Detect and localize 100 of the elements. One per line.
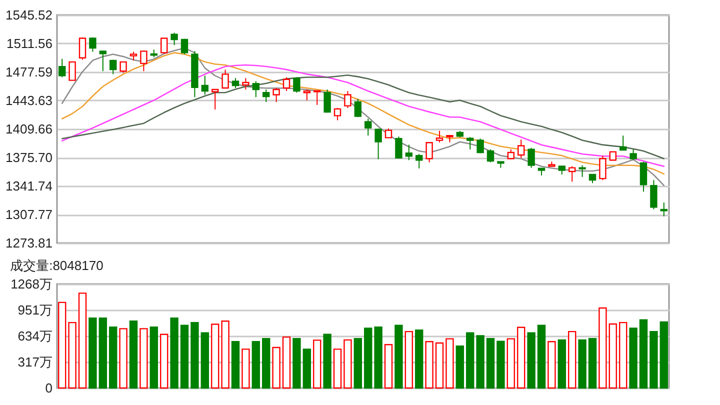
- y-tick-label: 0: [45, 380, 52, 396]
- y-tick-label: 317万: [18, 354, 52, 370]
- candlestick: [354, 98, 362, 118]
- bar: [68, 322, 76, 389]
- candlestick: [314, 90, 321, 106]
- candlestick: [242, 78, 250, 90]
- bar: [374, 326, 382, 389]
- bar: [650, 330, 658, 389]
- y-tick-label: 1477.59: [6, 64, 52, 80]
- bar: [313, 340, 322, 389]
- candlestick: [395, 136, 402, 160]
- bar: [527, 332, 536, 389]
- bar: [190, 322, 199, 389]
- candlestick: [660, 202, 668, 217]
- bar: [537, 324, 546, 389]
- bar: [506, 338, 515, 389]
- bar: [548, 341, 556, 389]
- candlestick: [324, 89, 331, 114]
- candlestick: [272, 88, 280, 103]
- candlestick: [110, 59, 117, 75]
- candlestick: [170, 32, 178, 46]
- candlestick: [212, 88, 219, 110]
- bar: [323, 334, 332, 389]
- candlestick: [426, 142, 433, 163]
- bar: [496, 340, 505, 389]
- bar: [221, 320, 230, 389]
- candlestick: [436, 130, 444, 143]
- bar: [98, 318, 107, 389]
- y-tick-label: 634万: [18, 328, 52, 344]
- candlestick: [578, 164, 586, 178]
- bar: [302, 348, 311, 389]
- candlestick: [232, 78, 240, 89]
- bar: [170, 318, 178, 389]
- bar: [262, 338, 270, 389]
- line-series: [61, 74, 665, 160]
- y-tick-label: 1268万: [10, 276, 52, 292]
- bar: [384, 344, 393, 389]
- bar: [476, 335, 484, 389]
- candlestick: [568, 166, 576, 182]
- candlestick: [282, 76, 290, 92]
- y-tick-label: 1341.74: [6, 178, 52, 194]
- candlestick: [68, 61, 76, 81]
- candlestick: [78, 36, 86, 60]
- candlestick: [650, 180, 658, 210]
- y-tick-label: 1307.77: [6, 207, 52, 222]
- candlestick: [58, 58, 66, 78]
- bar: [200, 332, 209, 389]
- y-tick-label: 1443.63: [6, 93, 52, 108]
- bar: [639, 319, 648, 389]
- candlestick: [201, 75, 208, 96]
- bar: [231, 341, 240, 389]
- candlestick: [364, 118, 372, 136]
- bar: [150, 326, 158, 389]
- candlestick: [99, 50, 106, 72]
- bar: [88, 318, 97, 389]
- bar: [119, 328, 128, 389]
- bar: [242, 348, 250, 389]
- bar: [486, 338, 495, 389]
- bar: [282, 336, 291, 389]
- candlestick: [416, 153, 423, 169]
- bar: [140, 328, 148, 389]
- candlestick: [160, 38, 168, 54]
- candlestick: [528, 147, 535, 168]
- candlestick: [252, 80, 260, 98]
- bar: [354, 338, 362, 389]
- candlestick: [374, 128, 382, 160]
- bar: [466, 332, 474, 389]
- candlestick: [180, 38, 188, 55]
- bar: [619, 322, 628, 389]
- bar: [364, 328, 372, 389]
- candlestick: [303, 89, 310, 101]
- bar: [58, 302, 66, 389]
- bar: [415, 329, 424, 389]
- candlestick: [120, 61, 127, 74]
- bar: [252, 341, 260, 389]
- candlestick: [293, 76, 300, 94]
- candlestick: [222, 69, 229, 89]
- candlestick: [89, 36, 96, 52]
- bar: [425, 341, 434, 389]
- y-tick-label: 1511.56: [6, 36, 52, 51]
- bar: [608, 323, 617, 389]
- bar: [568, 330, 576, 389]
- candlestick: [405, 144, 412, 161]
- bar: [109, 326, 118, 389]
- bar: [333, 348, 342, 389]
- text: 成交量:8048170: [10, 258, 104, 273]
- candlestick: [640, 161, 648, 192]
- bar: [456, 345, 464, 389]
- y-tick-label: 1545.52: [6, 8, 52, 22]
- candlestick: [140, 50, 148, 72]
- candlestick: [262, 89, 270, 103]
- bar: [629, 328, 638, 389]
- bar: [272, 346, 280, 389]
- bar: [588, 338, 597, 389]
- candlestick: [334, 107, 342, 121]
- bar: [435, 342, 444, 389]
- bar: [404, 330, 413, 389]
- bar: [660, 321, 668, 389]
- y-tick-label: 951万: [18, 302, 52, 318]
- bar: [598, 307, 607, 389]
